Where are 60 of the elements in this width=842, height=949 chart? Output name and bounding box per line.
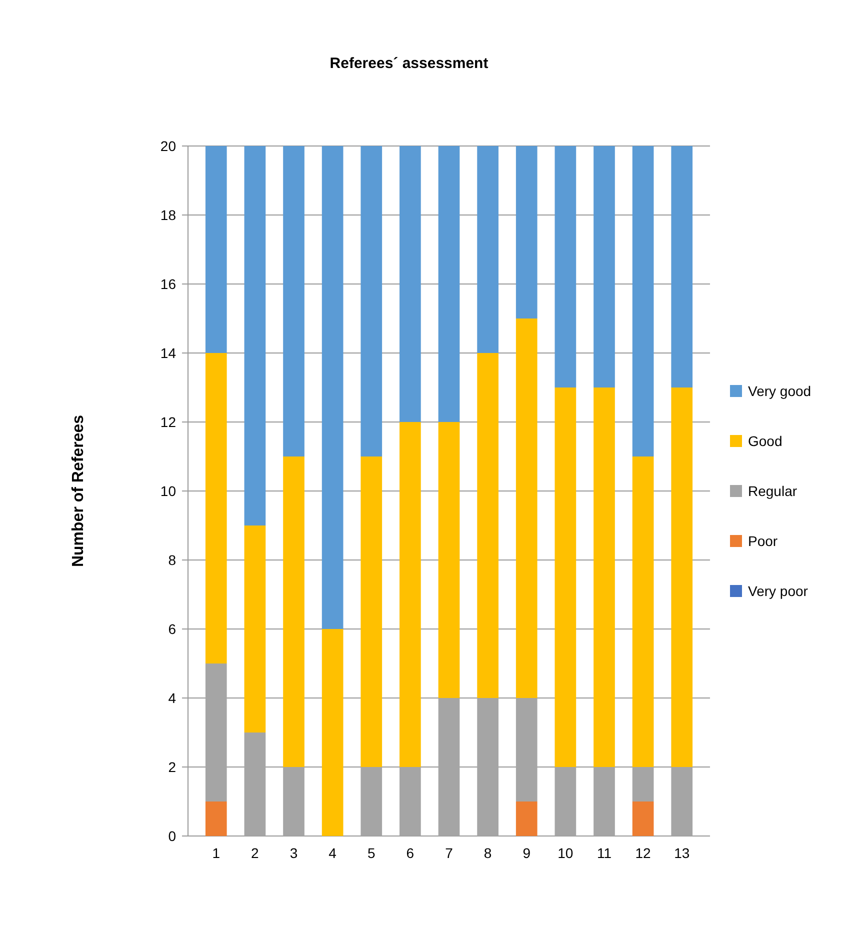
bar (322, 146, 344, 629)
bar (516, 146, 538, 318)
bar (244, 146, 266, 526)
bar (554, 388, 576, 767)
bar (322, 629, 344, 836)
y-tick-label: 10 (160, 482, 176, 499)
y-tick-label: 14 (160, 344, 176, 361)
bar (671, 146, 693, 388)
x-tick-label: 5 (367, 845, 376, 861)
y-tick-label: 0 (168, 828, 176, 844)
bar (360, 146, 382, 456)
y-tick-label: 6 (168, 620, 176, 637)
bar (205, 353, 227, 664)
bar (632, 802, 654, 836)
bar (244, 526, 266, 732)
bar (477, 353, 498, 698)
bar (438, 422, 460, 698)
bar (205, 146, 227, 353)
x-tick-label: 13 (674, 845, 690, 861)
x-tick-label: 9 (522, 845, 531, 861)
x-tick-label: 3 (290, 845, 298, 861)
bar (205, 802, 227, 836)
chart-title: Referees´ assessment (330, 55, 488, 72)
legend-label: Good (748, 432, 782, 449)
y-tick-label: 20 (160, 138, 176, 154)
x-tick-label: 11 (596, 845, 612, 861)
x-tick-label: 2 (251, 845, 260, 861)
x-tick-label: 10 (558, 845, 574, 861)
bar (554, 146, 576, 388)
y-tick-label: 16 (160, 276, 176, 292)
y-tick-label: 18 (160, 206, 176, 223)
bar (516, 802, 538, 836)
y-tick-label: 12 (160, 414, 176, 430)
x-tick-label: 7 (445, 845, 454, 861)
bar (283, 146, 304, 456)
bar (400, 422, 421, 767)
y-tick-label: 8 (168, 552, 176, 568)
bar (516, 318, 538, 698)
x-tick-label: 1 (212, 845, 220, 861)
bar (360, 456, 382, 767)
legend-label: Very poor (748, 582, 808, 599)
bar (632, 146, 654, 456)
bar (594, 388, 615, 767)
legend-label: Very good (748, 382, 812, 399)
bar (283, 456, 304, 767)
bar (594, 146, 615, 388)
bar (438, 146, 460, 422)
y-tick-label: 4 (168, 690, 176, 706)
x-tick-label: 12 (635, 845, 652, 861)
x-tick-label: 6 (406, 845, 414, 861)
bar (632, 456, 654, 767)
bar (671, 388, 693, 767)
legend-label: Poor (748, 532, 778, 549)
bar (477, 146, 498, 353)
x-tick-label: 8 (484, 845, 492, 861)
x-tick-label: 4 (328, 845, 337, 861)
y-tick-label: 2 (168, 758, 176, 775)
legend-label: Regular (748, 482, 798, 499)
y-axis-title: Number of Referees (70, 414, 87, 568)
bar (400, 146, 421, 422)
